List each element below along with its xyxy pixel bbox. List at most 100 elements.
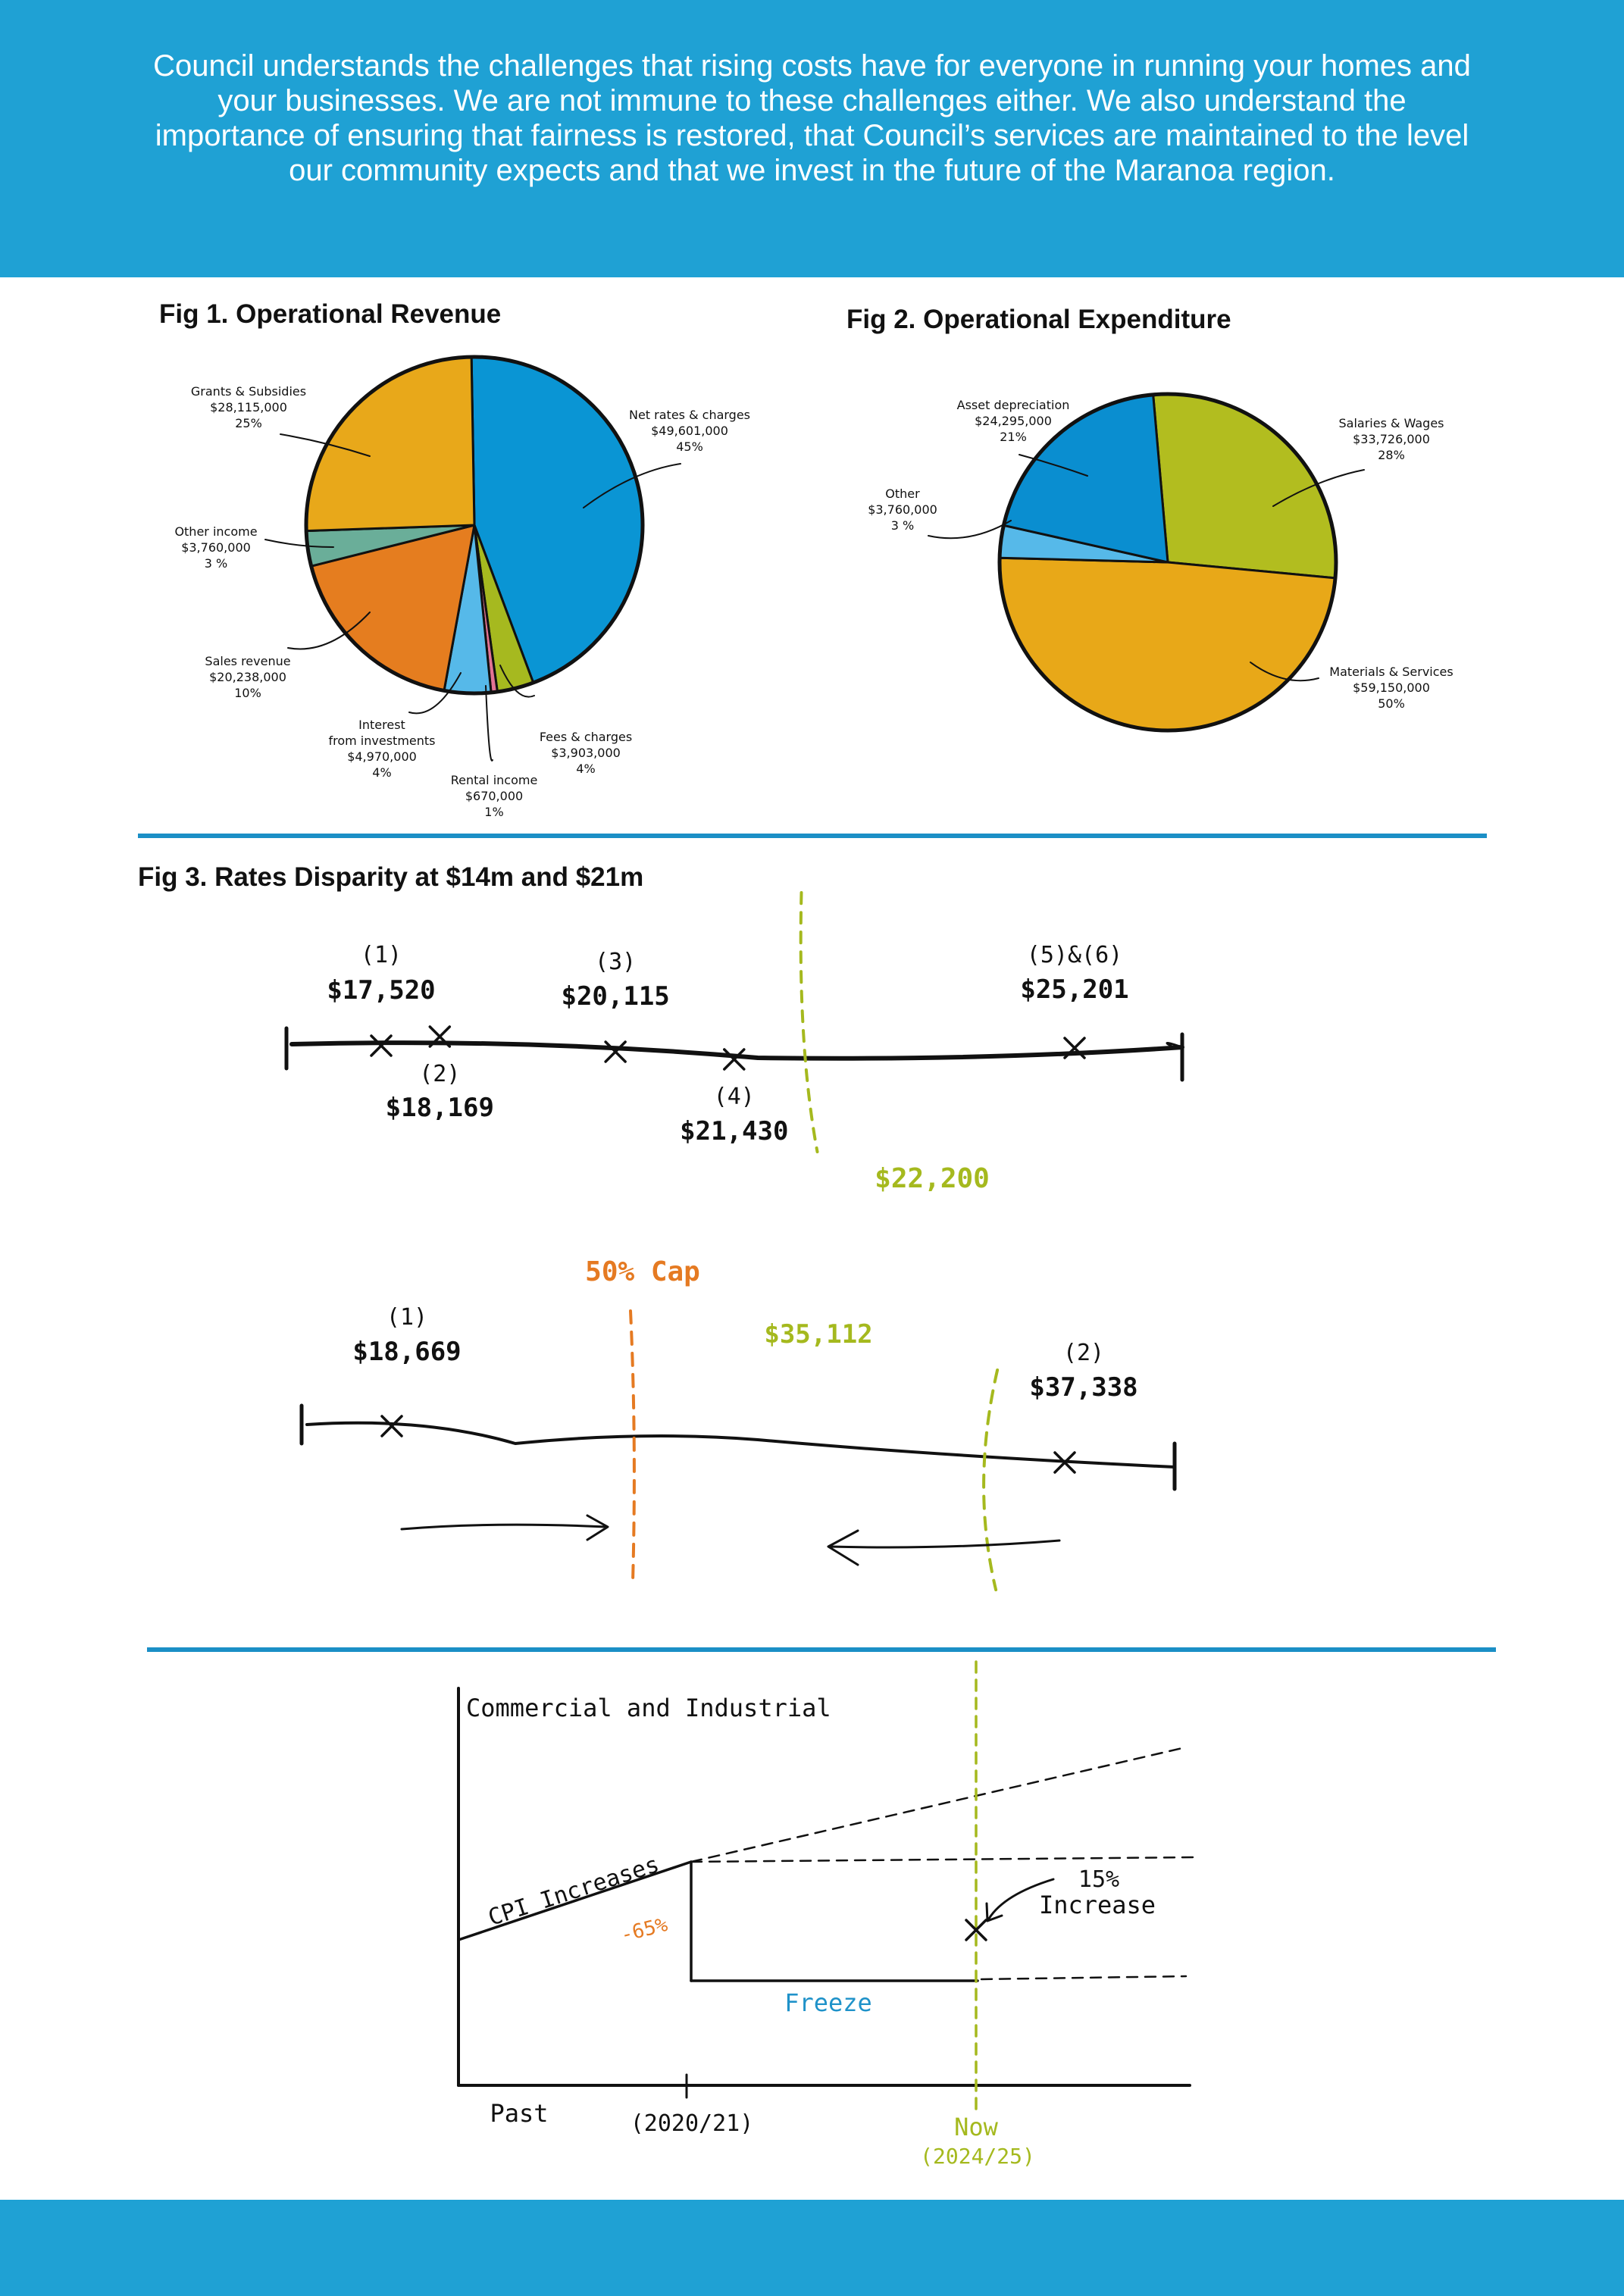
fig1-label-sales-revenue-leader [287,612,371,650]
fig2-label-asset-depreciation-leader [1019,454,1088,477]
fig2-label-materials-services-line-0: Materials & Services [1329,665,1453,679]
scale1-point-5-label: (5)&(6) [1027,942,1122,968]
fig2-label-other-leader [928,520,1012,540]
ci-drop-label: -65% [618,1913,670,1947]
scale2-point-2-value: $37,338 [1029,1372,1137,1403]
ci-x-tick-past: Past [490,2099,548,2128]
ci-now-label: Now [954,2113,999,2141]
fig1-label-other-income-line-2: 3 % [205,556,227,571]
scale1-line-end [1166,1042,1184,1049]
fig1-label-other-income-line-0: Other income [174,524,257,539]
fig1-label-grants-subsidies-line-1: $28,115,000 [210,400,287,414]
ci-projection-freeze [980,1975,1187,1981]
scale1-point-3-value: $20,115 [561,981,669,1012]
fig1-label-fees-charges-leader [499,665,535,698]
fig2-title: Fig 2. Operational Expenditure [846,305,1231,334]
scale1-point-1-marker [370,1034,393,1057]
fig2-label-salaries-wages-line-0: Salaries & Wages [1339,416,1444,430]
fig2-label-asset-depreciation-line-1: $24,295,000 [975,414,1052,428]
fig1-label-sales-revenue-line-1: $20,238,000 [209,670,286,684]
scale1-line [289,1040,1184,1061]
pie-slice-materials-services [998,556,1337,732]
ci-cpi-label: CPI Increases [485,1851,662,1932]
scale1-point-2-marker [428,1025,452,1048]
ci-increase-marker [965,1919,987,1941]
scale2-point-1-value: $18,669 [352,1337,461,1367]
fig1-label-grants-subsidies-line-2: 25% [235,416,262,430]
scale1-point-4-value: $21,430 [680,1116,788,1146]
scale2-arrow-left [827,1529,1061,1566]
ci-freeze-label: Freeze [784,1988,872,2017]
fig2-label-materials-services-line-1: $59,150,000 [1353,680,1430,695]
ci-x-tick-2020: (2020/21) [631,2110,754,2137]
ci-projection-flat [690,1856,1195,1863]
divider-1 [138,834,1487,838]
scale2-point-2-label: (2) [1063,1340,1104,1366]
ci-increase-label: Increase [1039,1891,1156,1919]
scale2-cap-label: 50% Cap [585,1256,700,1287]
fig1-label-interest-from-investments-line-1: from investments [328,734,435,748]
pie-slice-grants-subsidies [305,355,476,533]
ci-projection-cpi [690,1747,1184,1863]
fig1-label-other-income-line-1: $3,760,000 [181,540,251,555]
ci-increase-pct: 15% [1078,1866,1119,1893]
scale2-marker-line [982,1369,1000,1591]
pie-outline [304,355,645,696]
scale1-point-2-value: $18,169 [386,1093,494,1123]
fig1-label-interest-from-investments-line-3: 4% [372,765,391,780]
fig2-label-asset-depreciation-line-0: Asset depreciation [957,398,1070,412]
fig1-label-rental-income-line-0: Rental income [451,773,538,787]
fig2-label-other-line-0: Other [885,486,920,501]
ci-increase-arrow [985,1878,1055,1922]
fig1-label-net-rates-charges-line-2: 45% [676,439,703,454]
scale1-marker-label: $22,200 [875,1163,990,1194]
scale1-point-1-label: (1) [361,942,402,968]
fig2-label-salaries-wages-line-2: 28% [1378,448,1405,462]
scale1-point-5-marker [1063,1037,1086,1059]
fig2-label-asset-depreciation-line-2: 21% [1000,430,1027,444]
scale1-marker-line [799,891,819,1153]
fig2-label-materials-services-leader [1250,662,1319,682]
fig1-label-interest-from-investments-line-0: Interest [358,718,405,732]
fig2-label-materials-services-line-2: 50% [1378,696,1405,711]
fig1-label-rental-income-line-2: 1% [484,805,503,819]
scale1-point-2-label: (2) [419,1061,460,1087]
fig2-label-salaries-wages-leader [1272,469,1365,507]
fig1-label-fees-charges-line-1: $3,903,000 [551,746,621,760]
fig1-label-net-rates-charges-line-0: Net rates & charges [629,408,750,422]
fig1-label-other-income-leader [264,539,334,548]
scale2-line [305,1421,1176,1469]
fig1-label-net-rates-charges-leader [583,463,681,508]
divider-2 [147,1647,1496,1652]
fig1-label-interest-from-investments-leader [408,672,462,715]
fig1-label-rental-income-line-1: $670,000 [465,789,523,803]
fig2-label-other-line-2: 3 % [891,518,914,533]
scale1-point-4-label: (4) [714,1084,755,1110]
scale1-point-3-label: (3) [595,949,636,975]
fig1-label-sales-revenue-line-0: Sales revenue [205,654,290,668]
scale2-cap-line [629,1309,636,1584]
fig1-label-sales-revenue-line-2: 10% [234,686,261,700]
fig2-label-salaries-wages-line-1: $33,726,000 [1353,432,1430,446]
scale2-point-2-marker [1053,1451,1076,1474]
scale1-point-3-marker [604,1040,627,1063]
fig1-label-rental-income-leader [485,685,493,762]
scale1-point-5-value: $25,201 [1020,974,1128,1005]
scale2-arrow-right [400,1514,609,1541]
scale2-point-1-label: (1) [386,1304,427,1331]
pie-slice-salaries-wages [1152,393,1338,580]
fig1-title: Fig 1. Operational Revenue [159,299,502,329]
fig1-label-net-rates-charges-line-1: $49,601,000 [651,424,728,438]
fig1-label-fees-charges-line-0: Fees & charges [540,730,632,744]
scale2-point-1-marker [380,1415,403,1437]
scale2-marker-label: $35,112 [764,1319,872,1350]
ci-now-year: (2024/25) [920,2144,1035,2169]
fig2-label-other-line-1: $3,760,000 [868,502,937,517]
fig1-label-interest-from-investments-line-2: $4,970,000 [347,749,417,764]
fig1-label-fees-charges-line-2: 4% [576,762,595,776]
fig3-title: Fig 3. Rates Disparity at $14m and $21m [138,862,644,892]
pie-outline [997,392,1338,733]
scale1-point-4-marker [723,1048,746,1071]
ci-chart-title: Commercial and Industrial [466,1694,831,1722]
